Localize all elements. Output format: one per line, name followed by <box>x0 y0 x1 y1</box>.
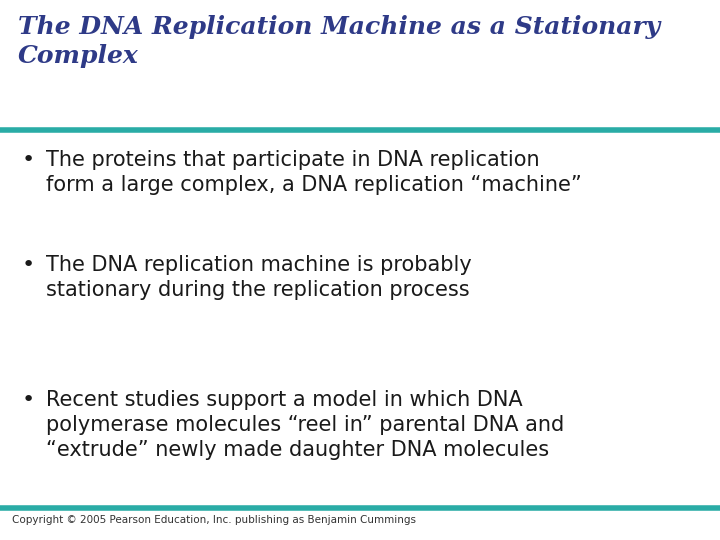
Text: The DNA Replication Machine as a Stationary
Complex: The DNA Replication Machine as a Station… <box>18 15 660 68</box>
Text: •: • <box>22 255 35 275</box>
Text: Copyright © 2005 Pearson Education, Inc. publishing as Benjamin Cummings: Copyright © 2005 Pearson Education, Inc.… <box>12 515 416 525</box>
Text: The proteins that participate in DNA replication
form a large complex, a DNA rep: The proteins that participate in DNA rep… <box>46 150 582 195</box>
Text: The DNA replication machine is probably
stationary during the replication proces: The DNA replication machine is probably … <box>46 255 472 300</box>
Text: Recent studies support a model in which DNA
polymerase molecules “reel in” paren: Recent studies support a model in which … <box>46 390 564 460</box>
Text: •: • <box>22 150 35 170</box>
Text: •: • <box>22 390 35 410</box>
